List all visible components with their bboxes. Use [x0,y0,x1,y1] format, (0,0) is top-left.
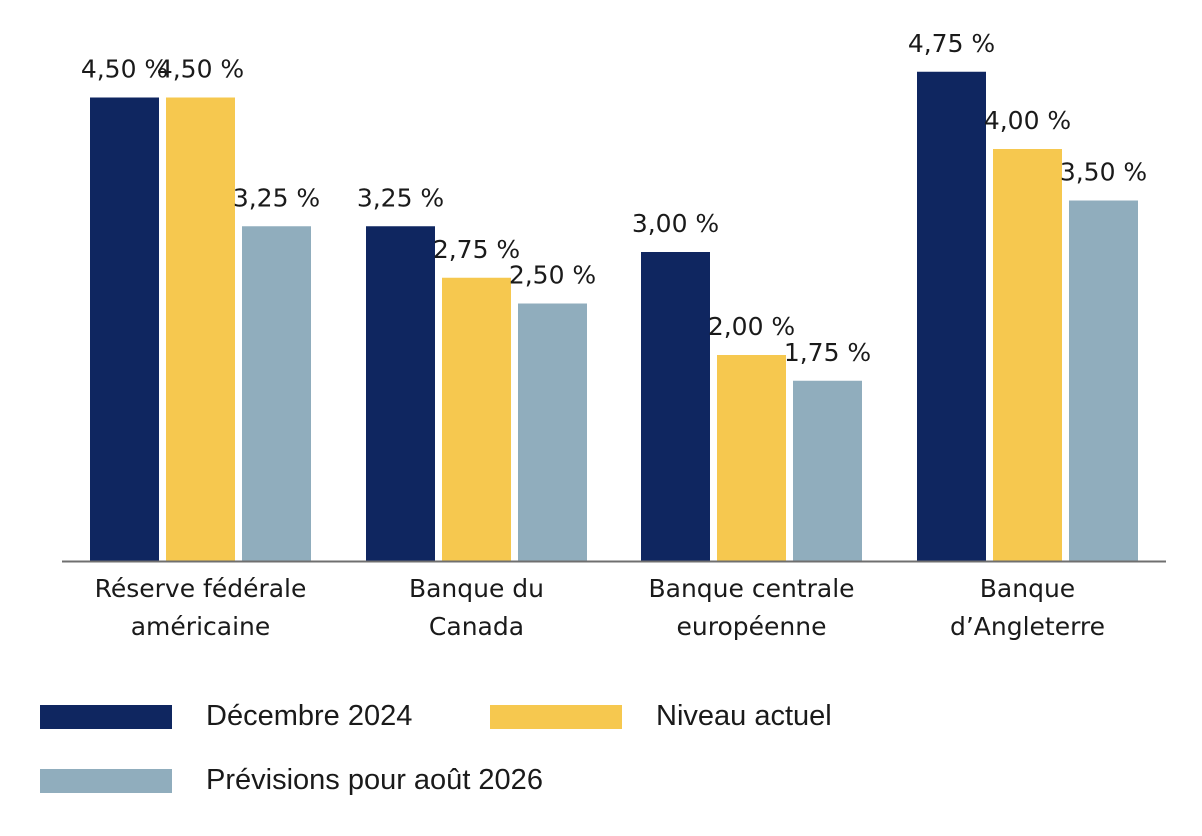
category-label-reserve-federale-line-2: américaine [131,612,271,641]
data-label-banque-angleterre-current-level: 4,00 % [984,106,1071,135]
data-label-banque-du-canada-december-2024: 3,25 % [357,183,444,212]
data-label-banque-centrale-europeenne-december-2024: 3,00 % [632,209,719,238]
bar-banque-du-canada-december-2024 [366,226,435,561]
bar-reserve-federale-forecast-aug-2026 [242,226,311,561]
bar-banque-centrale-europeenne-current-level [717,355,786,561]
data-label-banque-du-canada-current-level: 2,75 % [433,235,520,264]
data-label-banque-centrale-europeenne-current-level: 2,00 % [708,312,795,341]
bar-chart: 4,50 %4,50 % 3,25 % Réserve fédérale améric… [62,29,1166,641]
legend-label-december-2024: Décembre 2024 [206,700,413,732]
category-label-banque-angleterre-line-2: d’Angleterre [950,612,1105,641]
legend-label-forecast-aug-2026: Prévisions pour août 2026 [206,764,543,796]
data-label-banque-angleterre-december-2024: 4,75 % [908,29,995,58]
data-label-reserve-federale-current-level: 4,50 % [157,55,244,84]
data-label-reserve-federale-forecast-aug-2026: 3,25 % [233,183,320,212]
category-label-banque-centrale-europeenne-line-1: Banque centrale [648,574,854,603]
legend-swatch-current-level [490,704,622,729]
legend: Décembre 2024 Niveau actuel Prévisions p… [40,700,1140,820]
bar-banque-centrale-europeenne-december-2024 [641,252,710,561]
bar-banque-angleterre-forecast-aug-2026 [1069,200,1138,561]
category-label-reserve-federale-line-1: Réserve fédérale [95,574,307,603]
legend-item-december-2024: Décembre 2024 [40,700,412,733]
legend-item-current-level: Niveau actuel [490,700,832,733]
category-label-banque-centrale-europeenne-line-2: européenne [677,612,827,641]
bar-reserve-federale-december-2024 [90,97,159,561]
data-label-banque-angleterre-forecast-aug-2026: 3,50 % [1060,158,1147,187]
data-label-reserve-federale-december-2024: 4,50 % [81,55,168,84]
bar-banque-centrale-europeenne-forecast-aug-2026 [793,380,862,561]
bar-reserve-federale-current-level [166,97,235,561]
legend-swatch-forecast-aug-2026 [40,768,172,793]
bar-banque-du-canada-forecast-aug-2026 [518,303,587,561]
category-label-banque-angleterre-line-1: Banque [980,574,1075,603]
bar-banque-du-canada-current-level [442,277,511,561]
category-label-banque-du-canada-line-1: Banque du [409,574,544,603]
legend-swatch-december-2024 [40,704,172,729]
data-label-banque-centrale-europeenne-forecast-aug-2026: 1,75 % [784,338,871,367]
category-label-banque-du-canada-line-2: Canada [429,612,524,641]
bar-banque-angleterre-current-level [993,149,1062,561]
legend-label-current-level: Niveau actuel [656,700,832,732]
bar-banque-angleterre-december-2024 [917,71,986,561]
data-label-banque-du-canada-forecast-aug-2026: 2,50 % [509,261,596,290]
legend-item-forecast-aug-2026: Prévisions pour août 2026 [40,764,543,797]
